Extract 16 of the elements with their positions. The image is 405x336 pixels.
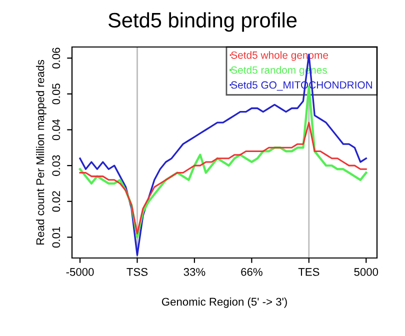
x-tick-label: -5000 <box>66 268 94 276</box>
y-tick-label: 0.01 <box>52 226 60 248</box>
y-tick-label: 0.03 <box>52 155 60 176</box>
x-tick-label: TES <box>298 268 320 276</box>
y-axis-title: Read count Per Million mapped reads <box>36 60 46 245</box>
x-axis-title: Genomic Region (5' -> 3') <box>162 298 287 308</box>
x-tick-label: 66% <box>241 268 262 276</box>
y-tick-label: 0.06 <box>52 48 60 68</box>
x-tick-label: 33% <box>184 268 206 276</box>
x-tick-label: 5000 <box>354 268 378 276</box>
y-tick-label: 0.02 <box>52 191 60 212</box>
line-series <box>79 122 367 234</box>
x-tick-label: TSS <box>126 268 148 276</box>
y-tick-label: 0.04 <box>52 119 60 140</box>
chart-title: Setd5 binding profile <box>108 12 297 32</box>
y-tick-label: 0.05 <box>52 84 60 104</box>
